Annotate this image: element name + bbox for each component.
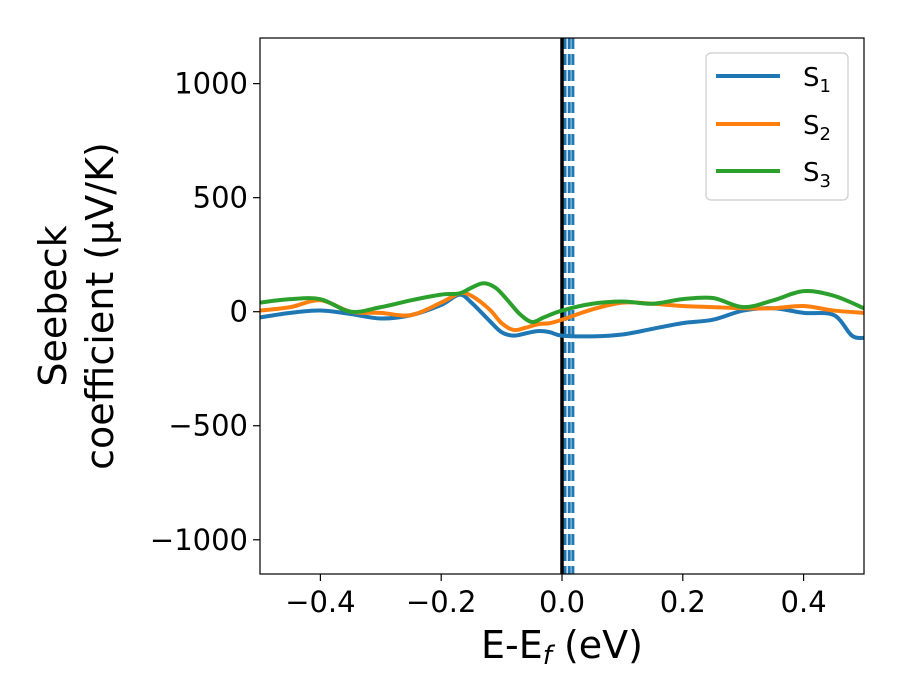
- x-tick-label: 0.0: [539, 585, 585, 619]
- legend-box: [705, 52, 849, 201]
- x-tick-label: −0.4: [285, 585, 355, 619]
- legend-label-s1: S1: [803, 63, 831, 97]
- y-tick-label: −500: [168, 409, 248, 443]
- series-layer: [260, 281, 864, 341]
- y-axis-title: Seebeck coefficient (μV/K): [31, 142, 122, 470]
- x-tick-label: 0.2: [660, 585, 706, 619]
- legend-label-s2: S2: [803, 111, 831, 145]
- y-tick-label: −1000: [150, 523, 248, 557]
- y-axis-ticks: −1000 −500 0 500 1000: [150, 67, 260, 557]
- x-tick-label: −0.2: [406, 585, 476, 619]
- x-axis-ticks: −0.4 −0.2 0.0 0.2 0.4: [285, 574, 827, 619]
- series-line-s3: [260, 281, 864, 325]
- legend: S1 S2 S3: [705, 52, 849, 201]
- legend-label-s3: S3: [803, 158, 831, 192]
- y-tick-label: 500: [193, 181, 248, 215]
- y-axis-title-line2: coefficient (μV/K): [78, 142, 122, 470]
- x-tick-label: 0.4: [781, 585, 827, 619]
- y-tick-label: 0: [230, 295, 248, 329]
- vertical-markers: [560, 38, 575, 574]
- x-axis-title: E-Ef (eV): [481, 623, 643, 671]
- y-axis-title-line1: Seebeck: [31, 225, 75, 386]
- plot-area: [260, 38, 864, 574]
- y-tick-label: 1000: [174, 67, 248, 101]
